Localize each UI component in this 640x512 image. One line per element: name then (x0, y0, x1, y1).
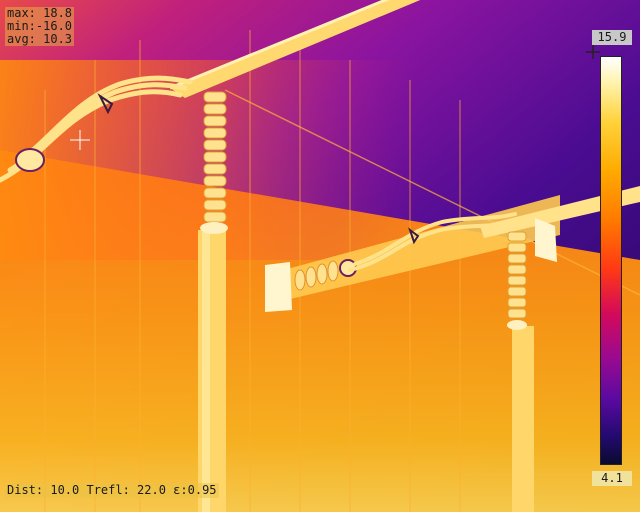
scale-max-label: 15.9 (592, 30, 632, 45)
temperature-color-scale (600, 56, 622, 465)
max-temperature: max: 18.8 (7, 6, 73, 20)
measurement-parameters: Dist: 10.0 Trefl: 22.0 ε:0.95 (5, 483, 219, 498)
avg-temperature: avg: 10.3 (7, 32, 73, 46)
scale-min-label: 4.1 (592, 471, 632, 486)
min-temperature: min:-16.0 (7, 19, 73, 33)
temperature-stats: max: 18.8 min:-16.0 avg: 10.3 (5, 6, 75, 46)
